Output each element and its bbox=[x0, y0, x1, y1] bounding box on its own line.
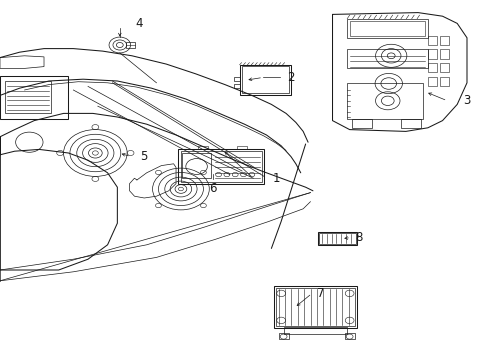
Bar bbox=[351, 119, 371, 128]
Bar bbox=[439, 36, 448, 45]
Text: 1: 1 bbox=[272, 172, 280, 185]
Bar bbox=[178, 149, 264, 184]
Bar bbox=[427, 77, 436, 86]
Bar bbox=[439, 49, 448, 59]
Bar bbox=[344, 333, 354, 339]
Bar bbox=[198, 146, 207, 149]
Bar bbox=[233, 84, 239, 88]
Bar bbox=[346, 49, 427, 68]
Bar bbox=[427, 63, 436, 72]
Bar bbox=[346, 83, 422, 119]
Text: 3: 3 bbox=[462, 94, 470, 107]
Bar bbox=[233, 77, 239, 81]
Text: 8: 8 bbox=[355, 231, 363, 244]
Bar bbox=[237, 146, 246, 149]
Bar bbox=[439, 77, 448, 86]
Text: 4: 4 bbox=[135, 17, 143, 30]
Bar bbox=[319, 233, 355, 244]
Bar bbox=[427, 49, 436, 59]
Bar bbox=[182, 153, 210, 178]
Bar bbox=[349, 21, 425, 36]
Bar bbox=[0, 76, 68, 119]
Bar bbox=[427, 36, 436, 45]
Bar bbox=[283, 327, 346, 334]
Bar bbox=[126, 42, 135, 48]
Text: 6: 6 bbox=[208, 183, 216, 195]
Bar bbox=[276, 288, 354, 326]
Bar bbox=[5, 81, 51, 113]
Bar bbox=[278, 333, 288, 339]
Text: 2: 2 bbox=[286, 71, 294, 84]
Bar bbox=[346, 19, 427, 38]
Bar bbox=[239, 65, 290, 95]
Bar bbox=[400, 119, 420, 128]
Bar bbox=[273, 286, 356, 328]
Text: 7: 7 bbox=[316, 287, 324, 300]
Bar bbox=[317, 232, 356, 245]
Bar bbox=[242, 66, 288, 93]
Text: 5: 5 bbox=[140, 150, 148, 163]
Bar bbox=[439, 63, 448, 72]
Bar bbox=[181, 151, 261, 182]
